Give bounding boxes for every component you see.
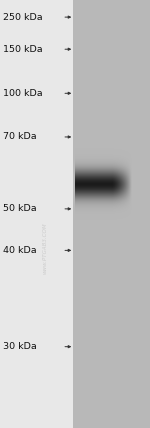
Bar <box>0 0 73 428</box>
Text: 250 kDa: 250 kDa <box>3 12 43 22</box>
Text: 100 kDa: 100 kDa <box>3 89 43 98</box>
Text: www.PTGAB3.COM: www.PTGAB3.COM <box>42 223 48 274</box>
Bar <box>73 0 150 428</box>
Text: 30 kDa: 30 kDa <box>3 342 37 351</box>
Text: 70 kDa: 70 kDa <box>3 132 37 142</box>
Text: 150 kDa: 150 kDa <box>3 45 43 54</box>
Text: 50 kDa: 50 kDa <box>3 204 37 214</box>
Text: 40 kDa: 40 kDa <box>3 246 37 255</box>
